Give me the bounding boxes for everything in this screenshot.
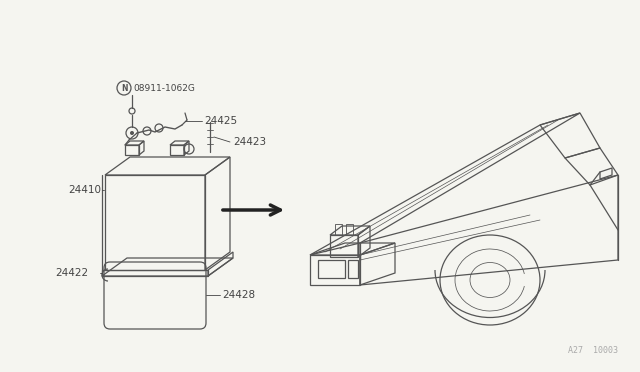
Text: N: N (121, 83, 127, 93)
Text: 24428: 24428 (222, 290, 255, 300)
Text: 24425: 24425 (204, 116, 237, 126)
Text: 24410: 24410 (68, 185, 101, 195)
Text: 08911-1062G: 08911-1062G (133, 83, 195, 93)
Text: 24423: 24423 (233, 137, 266, 147)
Text: A27  10003: A27 10003 (568, 346, 618, 355)
Circle shape (130, 131, 134, 135)
Text: 24422: 24422 (55, 268, 88, 278)
